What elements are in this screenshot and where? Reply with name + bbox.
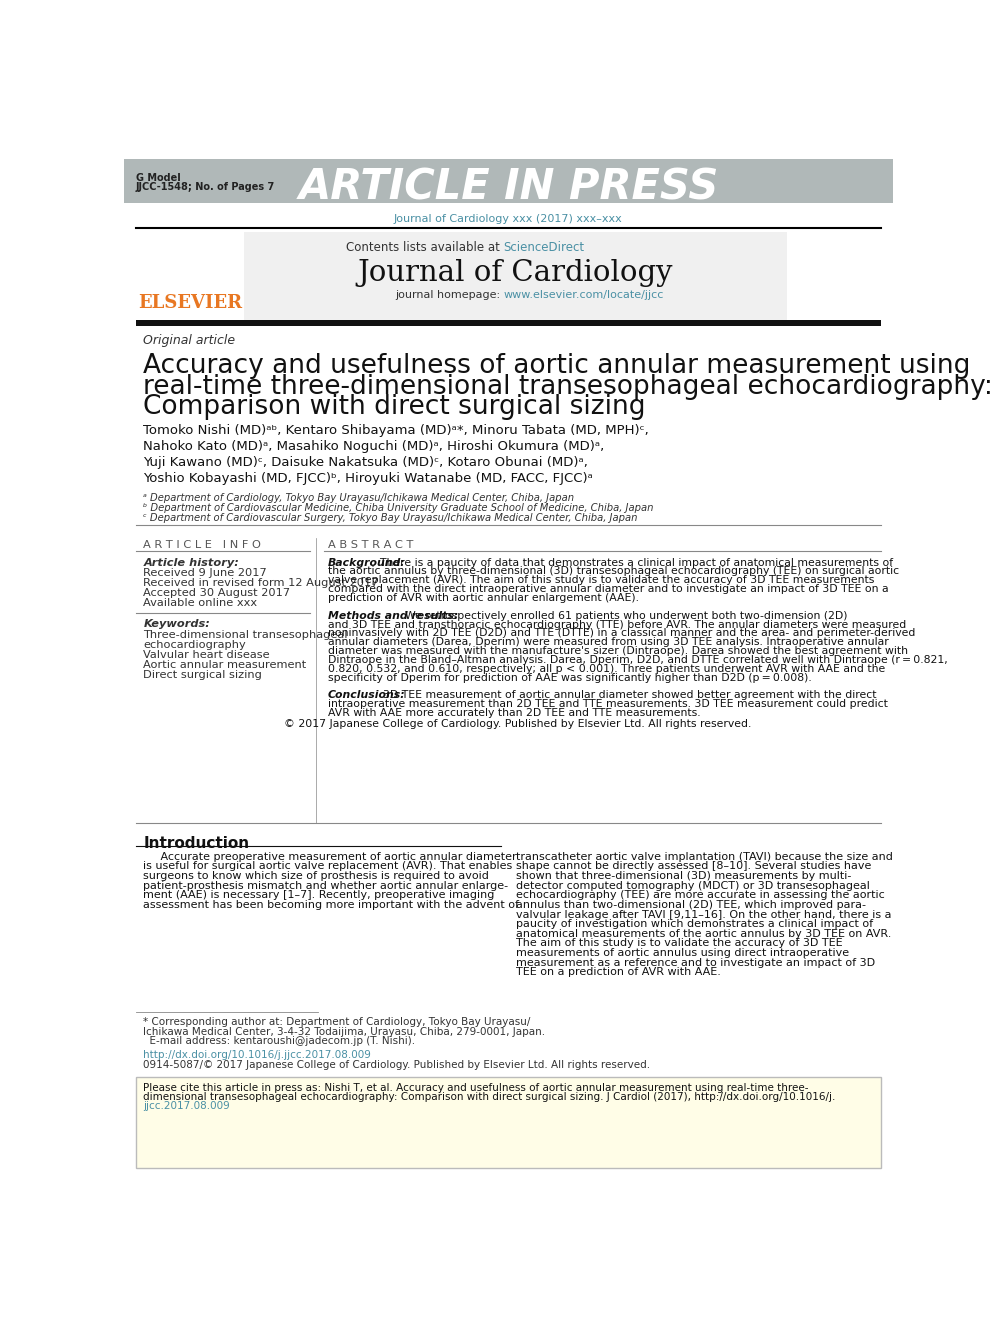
Text: Received in revised form 12 August 2017: Received in revised form 12 August 2017: [144, 578, 379, 589]
Text: © 2017 Japanese College of Cardiology. Published by Elsevier Ltd. All rights res: © 2017 Japanese College of Cardiology. P…: [285, 718, 752, 729]
Text: echocardiography (TEE) are more accurate in assessing the aortic: echocardiography (TEE) are more accurate…: [516, 890, 885, 900]
Text: Yuji Kawano (MD)ᶜ, Daisuke Nakatsuka (MD)ᶜ, Kotaro Obunai (MD)ᵃ,: Yuji Kawano (MD)ᶜ, Daisuke Nakatsuka (MD…: [144, 456, 588, 468]
Text: measurement as a reference and to investigate an impact of 3D: measurement as a reference and to invest…: [516, 958, 875, 967]
Text: Journal of Cardiology xxx (2017) xxx–xxx: Journal of Cardiology xxx (2017) xxx–xxx: [394, 214, 623, 224]
Text: ment (AAE) is necessary [1–7]. Recently, preoperative imaging: ment (AAE) is necessary [1–7]. Recently,…: [144, 890, 495, 900]
Text: Accurate preoperative measurement of aortic annular diameter: Accurate preoperative measurement of aor…: [144, 852, 517, 861]
Text: the aortic annulus by three-dimensional (3D) transesophageal echocardiography (T: the aortic annulus by three-dimensional …: [327, 566, 899, 577]
Text: Introduction: Introduction: [144, 836, 250, 852]
Text: Three-dimensional transesophageal: Three-dimensional transesophageal: [144, 630, 348, 640]
Text: TEE on a prediction of AVR with AAE.: TEE on a prediction of AVR with AAE.: [516, 967, 721, 978]
Text: annular diameters (Darea, Dperim) were measured from using 3D TEE analysis. Intr: annular diameters (Darea, Dperim) were m…: [327, 638, 889, 647]
Text: ELSEVIER: ELSEVIER: [138, 294, 242, 311]
Text: shown that three-dimensional (3D) measurements by multi-: shown that three-dimensional (3D) measur…: [516, 871, 851, 881]
Text: prediction of AVR with aortic annular enlargement (AAE).: prediction of AVR with aortic annular en…: [327, 593, 639, 603]
Text: valvular leakage after TAVI [9,11–16]. On the other hand, there is a: valvular leakage after TAVI [9,11–16]. O…: [516, 909, 892, 919]
Text: Available online xxx: Available online xxx: [144, 598, 258, 609]
Bar: [124, 159, 893, 204]
Text: surgeons to know which size of prosthesis is required to avoid: surgeons to know which size of prosthesi…: [144, 871, 489, 881]
Text: jjcc.2017.08.009: jjcc.2017.08.009: [144, 1101, 230, 1111]
Text: Background:: Background:: [327, 557, 406, 568]
Text: shape cannot be directly assessed [8–10]. Several studies have: shape cannot be directly assessed [8–10]…: [516, 861, 872, 872]
Text: Aortic annular measurement: Aortic annular measurement: [144, 660, 307, 669]
Text: Nahoko Kato (MD)ᵃ, Masahiko Noguchi (MD)ᵃ, Hiroshi Okumura (MD)ᵃ,: Nahoko Kato (MD)ᵃ, Masahiko Noguchi (MD)…: [144, 439, 605, 452]
Text: anatomical measurements of the aortic annulus by 3D TEE on AVR.: anatomical measurements of the aortic an…: [516, 929, 892, 939]
Bar: [136, 1077, 881, 1168]
Text: echocardiography: echocardiography: [144, 640, 246, 650]
Text: Article history:: Article history:: [144, 557, 239, 568]
Text: transcatheter aortic valve implantation (TAVI) because the size and: transcatheter aortic valve implantation …: [516, 852, 893, 861]
Text: Comparison with direct surgical sizing: Comparison with direct surgical sizing: [144, 394, 646, 421]
Text: A B S T R A C T: A B S T R A C T: [327, 540, 414, 550]
Text: diameter was measured with the manufacture's sizer (Dintraope). Darea showed the: diameter was measured with the manufactu…: [327, 646, 908, 656]
Text: 0.820, 0.532, and 0.610, respectively; all p < 0.001). Three patients underwent : 0.820, 0.532, and 0.610, respectively; a…: [327, 664, 885, 673]
Bar: [136, 320, 881, 325]
Text: A R T I C L E   I N F O: A R T I C L E I N F O: [144, 540, 261, 550]
Text: intraoperative measurement than 2D TEE and TTE measurements. 3D TEE measurement : intraoperative measurement than 2D TEE a…: [327, 700, 888, 709]
Text: Ichikawa Medical Center, 3-4-32 Todaijima, Urayasu, Chiba, 279-0001, Japan.: Ichikawa Medical Center, 3-4-32 Todaijim…: [144, 1027, 546, 1036]
Text: measurements of aortic annulus using direct intraoperative: measurements of aortic annulus using dir…: [516, 949, 849, 958]
Text: AVR with AAE more accurately than 2D TEE and TTE measurements.: AVR with AAE more accurately than 2D TEE…: [327, 708, 700, 718]
Text: * Corresponding author at: Department of Cardiology, Tokyo Bay Urayasu/: * Corresponding author at: Department of…: [144, 1017, 531, 1028]
Text: is useful for surgical aortic valve replacement (AVR). That enables: is useful for surgical aortic valve repl…: [144, 861, 513, 872]
Text: ARTICLE IN PRESS: ARTICLE IN PRESS: [299, 167, 718, 209]
Text: detector computed tomography (MDCT) or 3D transesophageal: detector computed tomography (MDCT) or 3…: [516, 881, 870, 890]
Text: annulus than two-dimensional (2D) TEE, which improved para-: annulus than two-dimensional (2D) TEE, w…: [516, 900, 866, 910]
Text: and 3D TEE and transthoracic echocardiography (TTE) before AVR. The annular diam: and 3D TEE and transthoracic echocardiog…: [327, 619, 906, 630]
Text: compared with the direct intraoperative annular diameter and to investigate an i: compared with the direct intraoperative …: [327, 585, 889, 594]
Text: Journal of Cardiology: Journal of Cardiology: [358, 259, 674, 287]
Text: G Model: G Model: [136, 172, 181, 183]
Text: Contents lists available at: Contents lists available at: [346, 241, 504, 254]
Text: E-mail address: kentaroushi@jadecom.jp (T. Nishi).: E-mail address: kentaroushi@jadecom.jp (…: [144, 1036, 416, 1045]
Bar: [244, 232, 787, 320]
Text: There is a paucity of data that demonstrates a clinical impact of anatomical mea: There is a paucity of data that demonstr…: [373, 557, 893, 568]
Text: Dintraope in the Bland–Altman analysis. Darea, Dperim, D2D, and DTTE correlated : Dintraope in the Bland–Altman analysis. …: [327, 655, 947, 665]
Text: Please cite this article in press as: Nishi T, et al. Accuracy and usefulness of: Please cite this article in press as: Ni…: [144, 1082, 808, 1093]
Text: www.elsevier.com/locate/jjcc: www.elsevier.com/locate/jjcc: [504, 290, 664, 300]
Text: http://dx.doi.org/10.1016/j.jjcc.2017.08.009: http://dx.doi.org/10.1016/j.jjcc.2017.08…: [144, 1050, 371, 1061]
Text: ᶜ Department of Cardiovascular Surgery, Tokyo Bay Urayasu/Ichikawa Medical Cente: ᶜ Department of Cardiovascular Surgery, …: [144, 513, 638, 523]
Text: dimensional transesophageal echocardiography: Comparison with direct surgical si: dimensional transesophageal echocardiogr…: [144, 1091, 835, 1102]
Text: The aim of this study is to validate the accuracy of 3D TEE: The aim of this study is to validate the…: [516, 938, 843, 949]
Text: patient-prosthesis mismatch and whether aortic annular enlarge-: patient-prosthesis mismatch and whether …: [144, 881, 509, 890]
Text: assessment has been becoming more important with the advent of: assessment has been becoming more import…: [144, 900, 520, 910]
Text: JJCC-1548; No. of Pages 7: JJCC-1548; No. of Pages 7: [136, 181, 275, 192]
Text: Original article: Original article: [144, 335, 235, 348]
Text: Accuracy and usefulness of aortic annular measurement using: Accuracy and usefulness of aortic annula…: [144, 353, 971, 378]
Text: real-time three-dimensional transesophageal echocardiography:: real-time three-dimensional transesophag…: [144, 373, 992, 400]
Text: 0914-5087/© 2017 Japanese College of Cardiology. Published by Elsevier Ltd. All : 0914-5087/© 2017 Japanese College of Car…: [144, 1060, 651, 1070]
Text: We retrospectively enrolled 61 patients who underwent both two-dimension (2D): We retrospectively enrolled 61 patients …: [398, 611, 847, 620]
Text: specificity of Dperim for prediction of AAE was significantly higher than D2D (p: specificity of Dperim for prediction of …: [327, 672, 811, 683]
Text: 3D TEE measurement of aortic annular diameter showed better agreement with the d: 3D TEE measurement of aortic annular dia…: [376, 691, 876, 700]
Text: Yoshio Kobayashi (MD, FJCC)ᵇ, Hiroyuki Watanabe (MD, FACC, FJCC)ᵃ: Yoshio Kobayashi (MD, FJCC)ᵇ, Hiroyuki W…: [144, 472, 593, 486]
Text: Keywords:: Keywords:: [144, 619, 210, 630]
Text: noninvasively with 2D TEE (D2D) and TTE (DTTE) in a classical manner and the are: noninvasively with 2D TEE (D2D) and TTE …: [327, 628, 916, 639]
Text: Accepted 30 August 2017: Accepted 30 August 2017: [144, 589, 291, 598]
Text: journal homepage:: journal homepage:: [395, 290, 504, 300]
Text: ᵇ Department of Cardiovascular Medicine, Chiba University Graduate School of Med: ᵇ Department of Cardiovascular Medicine,…: [144, 503, 654, 513]
Text: Conclusions:: Conclusions:: [327, 691, 406, 700]
Text: valve replacement (AVR). The aim of this study is to validate the accuracy of 3D: valve replacement (AVR). The aim of this…: [327, 576, 874, 585]
Text: Methods and results:: Methods and results:: [327, 611, 458, 620]
Text: paucity of investigation which demonstrates a clinical impact of: paucity of investigation which demonstra…: [516, 919, 873, 929]
Text: Direct surgical sizing: Direct surgical sizing: [144, 669, 262, 680]
Text: Received 9 June 2017: Received 9 June 2017: [144, 569, 267, 578]
Text: Tomoko Nishi (MD)ᵃᵇ, Kentaro Shibayama (MD)ᵃ*, Minoru Tabata (MD, MPH)ᶜ,: Tomoko Nishi (MD)ᵃᵇ, Kentaro Shibayama (…: [144, 423, 649, 437]
Text: ScienceDirect: ScienceDirect: [504, 241, 585, 254]
Text: ᵃ Department of Cardiology, Tokyo Bay Urayasu/Ichikawa Medical Center, Chiba, Ja: ᵃ Department of Cardiology, Tokyo Bay Ur…: [144, 493, 574, 503]
Text: Valvular heart disease: Valvular heart disease: [144, 650, 270, 660]
